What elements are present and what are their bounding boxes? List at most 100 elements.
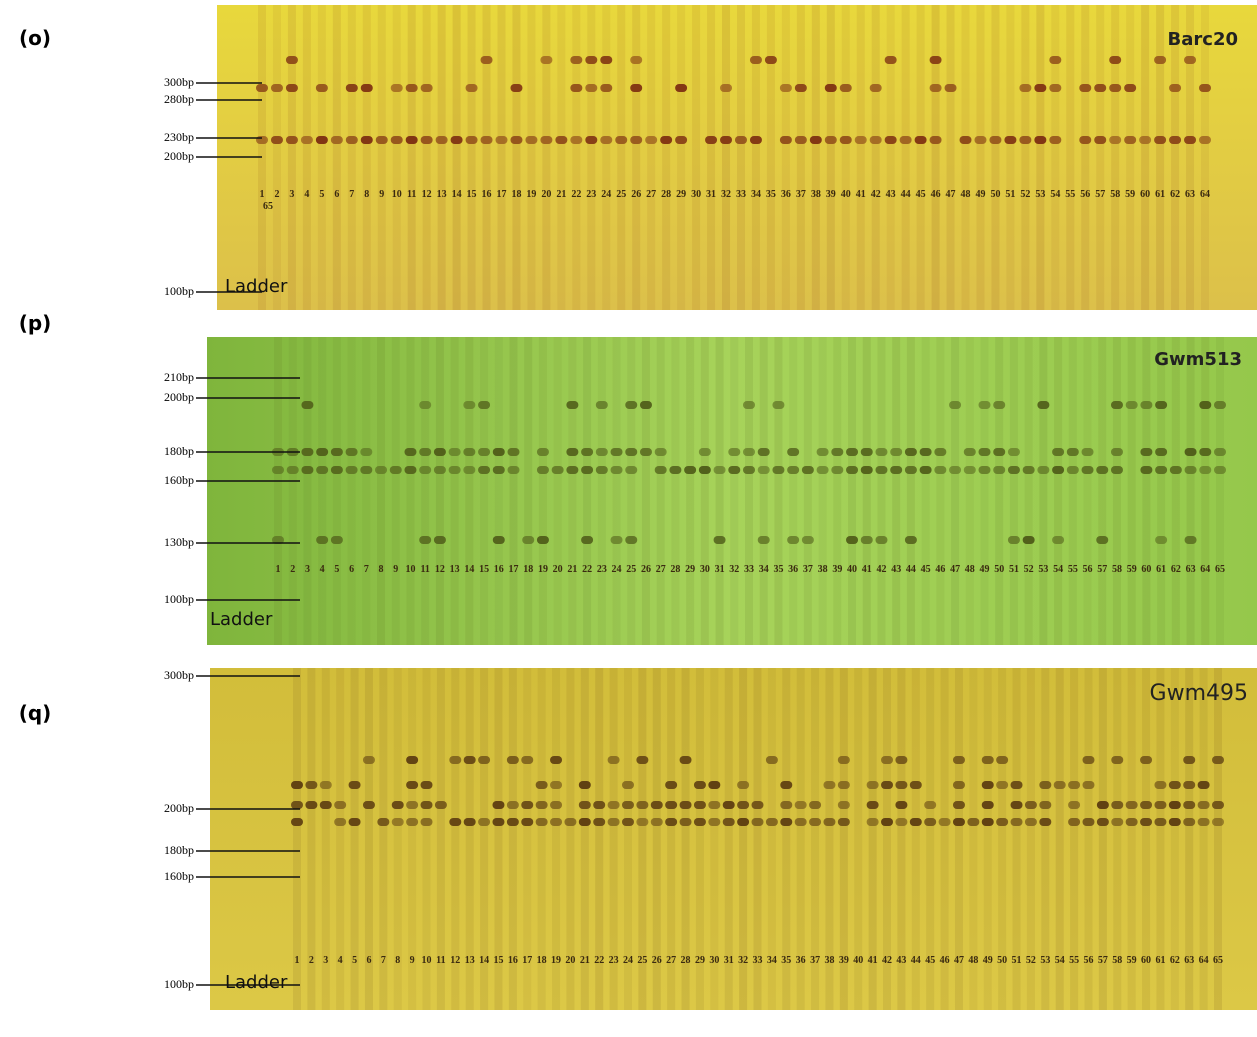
lane-smear — [1021, 5, 1030, 310]
band — [507, 466, 520, 474]
band — [478, 466, 491, 474]
lane-number: 65 — [1213, 955, 1223, 966]
lane-smear — [1054, 337, 1063, 645]
lane-number: 12 — [422, 189, 432, 200]
lane-smear — [332, 337, 341, 645]
lane-smear — [833, 337, 842, 645]
lane-number: 32 — [738, 955, 748, 966]
band — [904, 466, 917, 474]
lane-number: 34 — [767, 955, 777, 966]
lane-number: 34 — [759, 564, 769, 575]
band — [600, 56, 613, 64]
band — [610, 536, 623, 544]
lane-smear — [695, 668, 704, 1010]
band — [1053, 781, 1066, 789]
band — [866, 781, 879, 789]
lane-smear — [825, 668, 834, 1010]
band — [1022, 466, 1035, 474]
lane-smear — [897, 668, 906, 1010]
band — [1214, 448, 1226, 456]
lane-smear — [961, 5, 970, 310]
band — [929, 136, 942, 144]
lane-number: 37 — [796, 189, 806, 200]
band — [345, 448, 358, 456]
band — [1154, 801, 1167, 809]
lane-number: 15 — [493, 955, 503, 966]
band — [316, 536, 329, 544]
lane-number: 63 — [1184, 955, 1194, 966]
band — [1007, 536, 1020, 544]
band — [854, 136, 867, 144]
lane-smear — [724, 668, 733, 1010]
lane-number: 44 — [911, 955, 921, 966]
lane-number: 50 — [990, 189, 1000, 200]
lane-smear — [877, 337, 886, 645]
lane-smear — [767, 668, 776, 1010]
band — [780, 818, 793, 826]
lane-smear — [392, 5, 401, 310]
band — [1125, 801, 1138, 809]
band — [1024, 801, 1037, 809]
lane-smear — [700, 337, 709, 645]
band — [1184, 448, 1197, 456]
band — [578, 801, 591, 809]
lane-number: 42 — [876, 564, 886, 575]
band — [420, 136, 433, 144]
lane-smear — [707, 5, 716, 310]
size-label: 130bp — [164, 535, 194, 549]
band — [801, 466, 814, 474]
band — [944, 84, 957, 92]
band — [406, 756, 419, 764]
lane-number: 4 — [320, 564, 325, 575]
band — [636, 756, 649, 764]
lane-number: 14 — [464, 564, 474, 575]
band — [330, 466, 343, 474]
band — [949, 401, 962, 409]
band — [566, 448, 579, 456]
band — [743, 448, 755, 456]
lane-number: 32 — [729, 564, 739, 575]
band — [919, 466, 932, 474]
lane-number: 27 — [666, 955, 676, 966]
lane-smear — [980, 337, 989, 645]
band — [1155, 401, 1168, 409]
lane-smear — [274, 337, 282, 645]
lane-number: 49 — [980, 564, 990, 575]
lane-smear — [407, 5, 416, 310]
lane-smear — [347, 337, 356, 645]
band — [794, 136, 807, 144]
band — [630, 56, 643, 64]
lane-smear — [494, 668, 503, 1010]
lane-number: 58 — [1112, 564, 1122, 575]
band — [1049, 136, 1062, 144]
band — [625, 536, 638, 544]
lane-number: 36 — [788, 564, 798, 575]
lane-number: 3 — [305, 564, 310, 575]
lane-smear — [796, 5, 805, 310]
band — [300, 136, 313, 144]
lane-smear — [1113, 668, 1122, 1010]
band — [305, 801, 318, 809]
lane-smear — [587, 5, 596, 310]
lane-smear — [883, 668, 892, 1010]
band — [581, 466, 594, 474]
size-label: 100bp — [164, 592, 194, 606]
lane-smear — [362, 337, 371, 645]
lane-number: 30 — [691, 189, 701, 200]
lane-smear — [1084, 668, 1093, 1010]
band — [1109, 84, 1122, 92]
lane-number: 60 — [1141, 955, 1151, 966]
band — [535, 818, 548, 826]
band — [749, 136, 762, 144]
lane-number: 11 — [407, 189, 416, 200]
lane-smear — [377, 337, 386, 645]
lane-number: 63 — [1185, 189, 1195, 200]
band — [875, 448, 888, 456]
band — [837, 801, 850, 809]
lane-smear — [715, 337, 724, 645]
lane-number: 57 — [1097, 564, 1107, 575]
band — [1096, 801, 1109, 809]
band — [728, 448, 741, 456]
band — [540, 136, 553, 144]
band — [492, 448, 505, 456]
